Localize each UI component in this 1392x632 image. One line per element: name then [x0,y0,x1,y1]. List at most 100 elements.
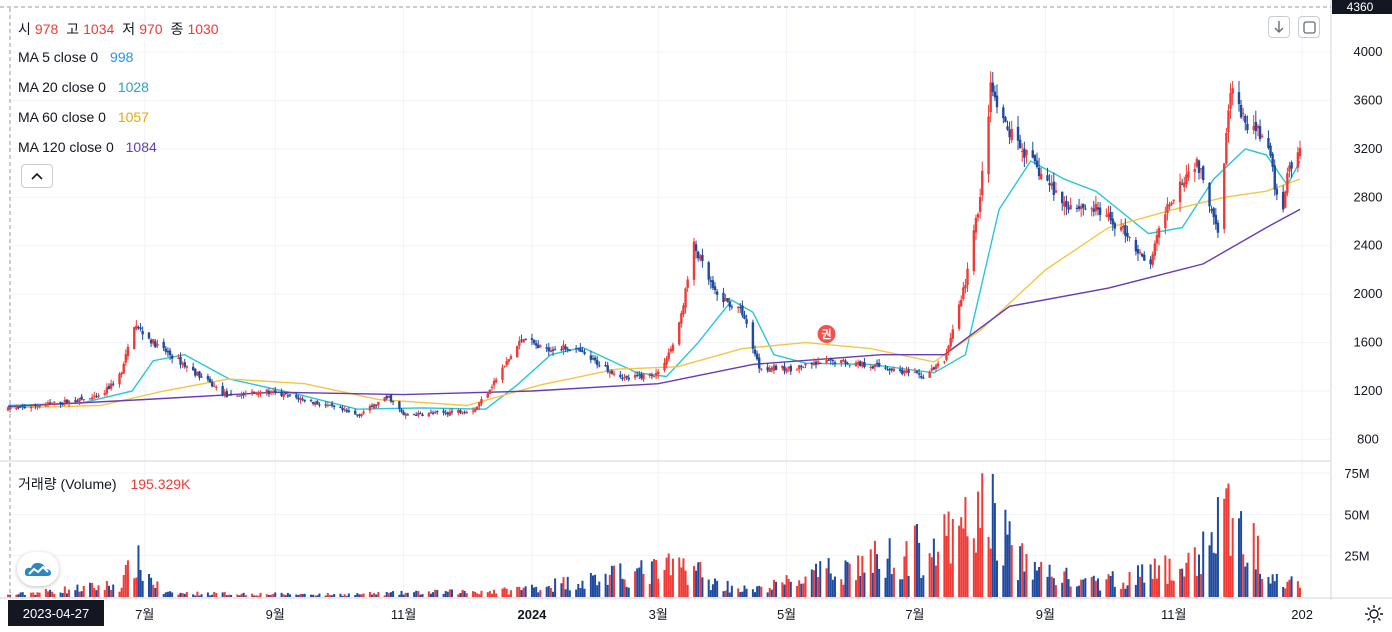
volume-bar [783,584,786,597]
volume-bar [682,558,685,597]
volume-bar [480,590,483,597]
candle-body [1298,148,1302,157]
candle-body [1002,107,1005,119]
candle-body [118,373,121,385]
volume-bar [775,581,778,597]
volume-bar [177,594,180,597]
volume-bar [1284,588,1287,597]
candle-body [751,322,755,349]
volume-bar [878,568,881,597]
volume-bar [32,592,35,597]
candle-body [421,414,424,416]
volume-bar [137,545,140,597]
volume-bar [15,594,18,597]
volume-bar [1193,547,1196,597]
volume-bar [1017,580,1020,597]
candle-body [1063,202,1066,207]
volume-bar [642,573,645,597]
volume-bar [1271,574,1274,597]
volume-bar [989,548,992,597]
volume-bar [1267,577,1270,597]
candle-body [1021,151,1024,153]
volume-bar [417,591,420,597]
candle-body [696,251,700,259]
fullscreen-button[interactable] [1298,16,1320,38]
volume-bar [709,590,712,597]
volume-bar [1229,555,1232,597]
fullscreen-icon [1302,20,1316,34]
candle-body [577,348,580,350]
candle-body [671,344,675,351]
candle-body [461,412,464,414]
candle-body [284,392,287,394]
scroll-down-button[interactable] [1268,16,1290,38]
candle-body [1239,104,1243,118]
candle-body [1256,125,1260,129]
candle-body [398,401,401,410]
ma60-legend[interactable]: MA 60 close 0 1057 [18,109,153,125]
candle-body [739,307,742,309]
candle-body [1094,203,1098,212]
volume-bar [728,592,731,597]
volume-bar [1061,582,1064,597]
candle-body [1061,191,1064,204]
candle-body [1082,203,1085,208]
volume-bar [1096,578,1099,597]
ma120-legend[interactable]: MA 120 close 0 1084 [18,139,161,155]
volume-bar [876,554,879,597]
volume-bar [1296,581,1299,597]
volume-bar [684,570,687,597]
candle-body [736,307,740,309]
candle-body [564,346,567,350]
time-axis-label: 11월 [391,607,416,622]
volume-bar [225,595,228,597]
candle-body [503,365,506,367]
candle-body [816,361,820,364]
candle-body [789,365,792,372]
volume-bar [943,514,946,597]
candle-body [448,411,452,416]
collapse-legend-button[interactable] [21,164,53,188]
candle-body [947,345,950,352]
ma5-legend[interactable]: MA 5 close 0 998 [18,49,137,65]
volume-bar [810,569,813,597]
candle-body [1035,160,1039,167]
ohlc-legend: 시 978 고 1034 저 970 종 1030 [18,19,223,39]
volume-bar [905,541,908,597]
volume-bar [1109,576,1112,597]
volume-bar [1187,552,1190,597]
candle-body [463,411,466,413]
ma20-legend[interactable]: MA 20 close 0 1028 [18,79,153,95]
volume-bar [993,503,996,597]
candle-body [404,413,407,416]
candle-body [156,343,159,346]
volume-bar [255,595,258,597]
ma20-value: 1028 [117,79,149,95]
volume-legend[interactable]: 거래량 (Volume) 195.329K [18,474,194,494]
volume-bar [238,595,241,597]
volume-bar [434,589,437,597]
candle-body [844,360,847,364]
candle-body [1271,153,1274,167]
candle-body [1275,188,1279,195]
volume-bar [133,578,136,597]
volume-bar [539,589,542,597]
volume-bar [1259,573,1262,597]
candle-body [886,369,889,371]
settings-button[interactable] [1362,602,1386,626]
volume-bar [375,594,378,597]
candle-body [95,396,98,398]
tradingview-logo[interactable] [17,552,59,586]
volume-bar [979,527,982,597]
volume-bar [49,589,52,597]
candle-body [213,385,216,387]
volume-bar [785,575,788,597]
candle-body [450,411,454,413]
volume-bar [714,578,717,597]
volume-bar [1048,564,1051,597]
candle-body [804,363,807,366]
ma5-label: MA 5 close 0 [18,49,99,65]
volume-bar [800,583,803,597]
